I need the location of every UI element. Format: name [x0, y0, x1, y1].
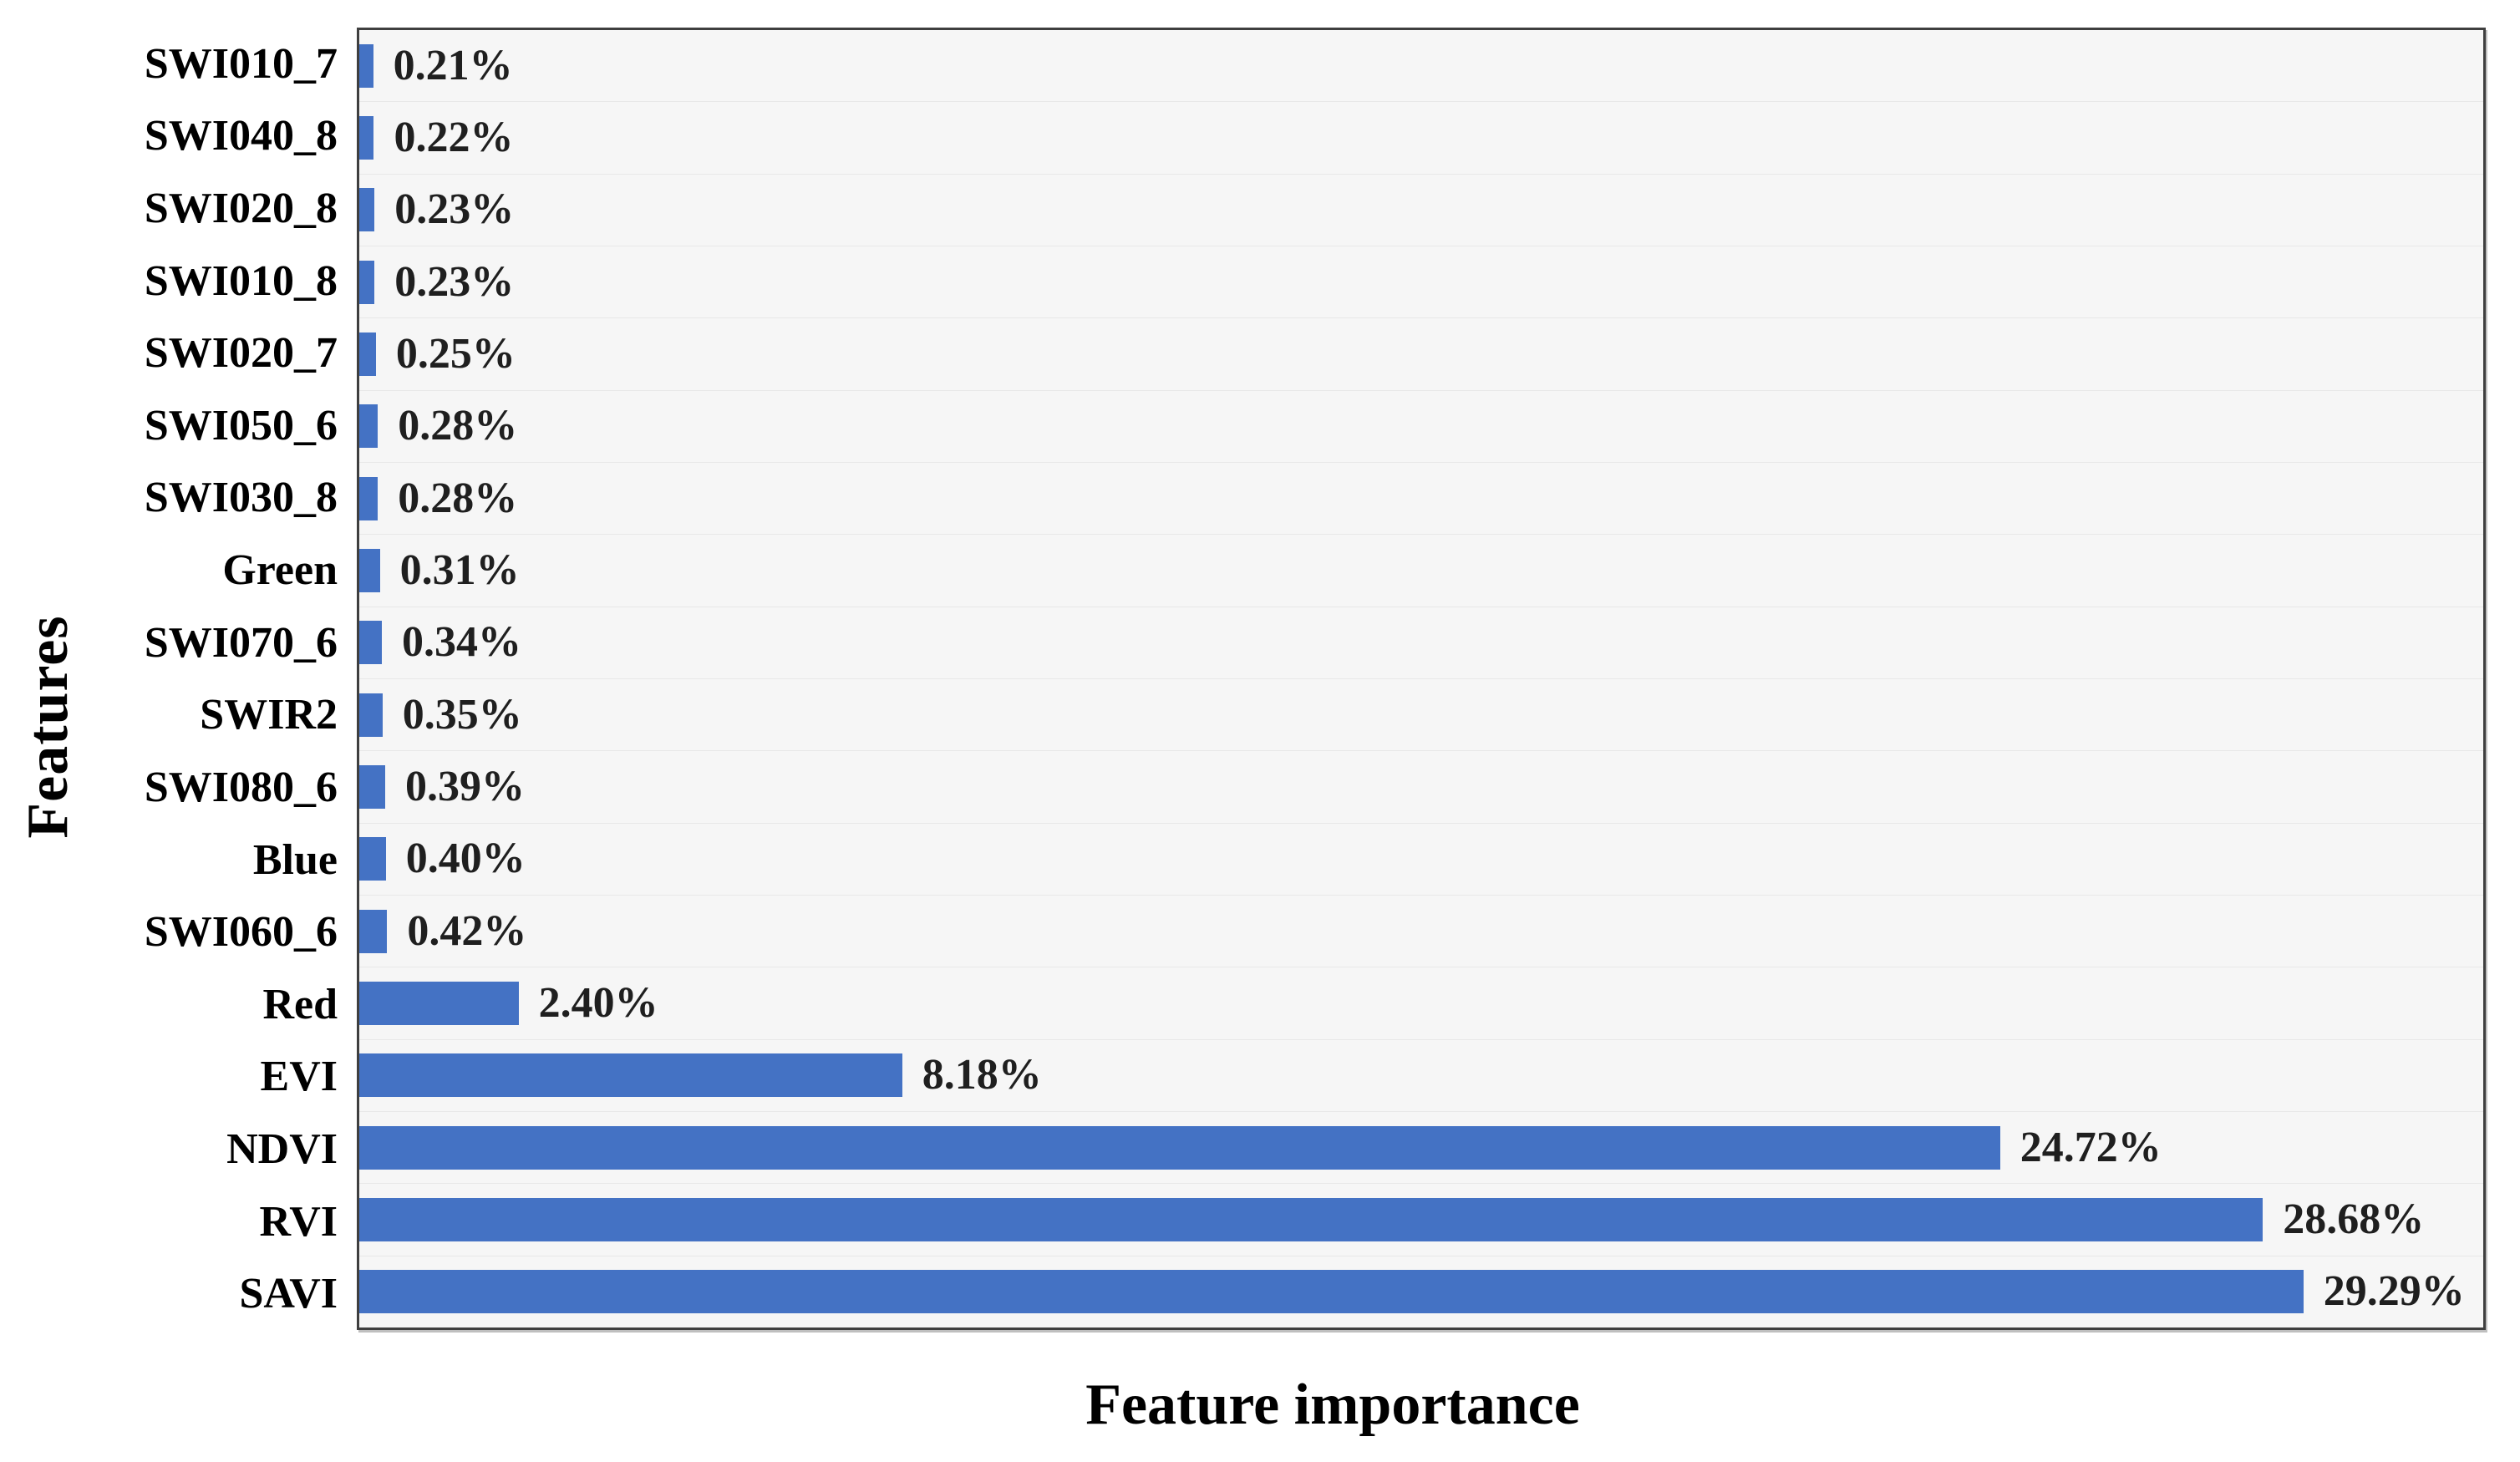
bar-row: 0.35%	[359, 679, 2483, 752]
value-label: 0.39%	[404, 762, 525, 810]
category-label: Red	[262, 980, 338, 1028]
value-label: 28.68%	[2283, 1195, 2425, 1243]
category-label: SWI060_6	[144, 908, 338, 957]
category-label: SWI010_8	[144, 256, 338, 305]
bar	[359, 115, 374, 160]
category-label: Green	[222, 546, 338, 595]
bar	[359, 476, 379, 520]
plot-area: 0.21% 0.22% 0.23% 0.23% 0.25% 0.28% 0.28% 0.31%…	[357, 28, 2486, 1330]
bar	[359, 981, 519, 1025]
bar	[359, 1197, 2263, 1241]
value-label: 0.23%	[394, 257, 515, 306]
bar-row: 29.29%	[359, 1256, 2483, 1327]
bar	[359, 1053, 902, 1098]
x-axis-title: Feature importance	[1085, 1373, 1580, 1437]
category-label: SWIR2	[200, 691, 338, 739]
value-label: 0.34%	[402, 618, 521, 667]
category-label: SWI070_6	[144, 618, 338, 667]
value-label: 0.22%	[394, 113, 514, 161]
category-label: SWI040_8	[144, 112, 338, 160]
bar	[359, 1125, 2000, 1170]
value-label: 0.23%	[394, 185, 515, 234]
value-label: 0.31%	[399, 546, 520, 594]
bar-row: 0.21%	[359, 30, 2483, 103]
value-label: 0.35%	[402, 690, 522, 739]
value-label: 29.29%	[2323, 1267, 2465, 1316]
bar-row: 8.18%	[359, 1040, 2483, 1112]
bar	[359, 404, 379, 449]
bar-row: 0.23%	[359, 246, 2483, 319]
value-label: 0.21%	[393, 41, 513, 89]
category-label: SAVI	[239, 1270, 338, 1318]
category-label: SWI020_8	[144, 185, 338, 233]
category-label: RVI	[259, 1197, 338, 1246]
bar	[359, 188, 375, 232]
category-label: SWI020_7	[144, 329, 338, 378]
bar-row: 0.42%	[359, 896, 2483, 968]
bar-row: 0.34%	[359, 607, 2483, 679]
bar	[359, 621, 382, 665]
bar	[359, 693, 383, 737]
category-axis-labels: SWI010_7 SWI040_8 SWI020_8 SWI010_8 SWI020_7…	[0, 28, 338, 1330]
value-label: 0.42%	[407, 906, 527, 955]
bar	[359, 548, 380, 592]
category-label: Blue	[252, 835, 338, 884]
bar	[359, 1270, 2304, 1314]
bar-row: 0.23%	[359, 175, 2483, 246]
bar	[359, 909, 388, 953]
bar-row: 0.28%	[359, 391, 2483, 463]
bar	[359, 43, 373, 88]
category-label: EVI	[260, 1053, 338, 1101]
value-label: 8.18%	[922, 1051, 1042, 1099]
bar-row: 0.25%	[359, 318, 2483, 391]
category-label: SWI030_8	[144, 474, 338, 522]
value-label: 0.28%	[398, 474, 518, 522]
bar-row: 28.68%	[359, 1184, 2483, 1256]
bar	[359, 837, 386, 881]
bar	[359, 764, 385, 809]
bar-row: 0.40%	[359, 824, 2483, 896]
bar	[359, 332, 376, 376]
value-label: 24.72%	[2020, 1123, 2162, 1171]
value-label: 0.28%	[398, 402, 518, 450]
category-label: SWI080_6	[144, 763, 338, 811]
category-label: NDVI	[226, 1124, 338, 1173]
bar-row: 0.28%	[359, 463, 2483, 536]
category-label: SWI050_6	[144, 401, 338, 449]
bar-row: 24.72%	[359, 1112, 2483, 1185]
bar-row: 0.39%	[359, 751, 2483, 824]
bar-row: 0.22%	[359, 102, 2483, 175]
bar-row: 2.40%	[359, 967, 2483, 1040]
category-label: SWI010_7	[144, 39, 338, 88]
value-label: 0.25%	[395, 329, 516, 378]
value-label: 2.40%	[538, 978, 658, 1027]
value-label: 0.40%	[405, 835, 526, 883]
bar	[359, 260, 375, 304]
bar-row: 0.31%	[359, 535, 2483, 607]
